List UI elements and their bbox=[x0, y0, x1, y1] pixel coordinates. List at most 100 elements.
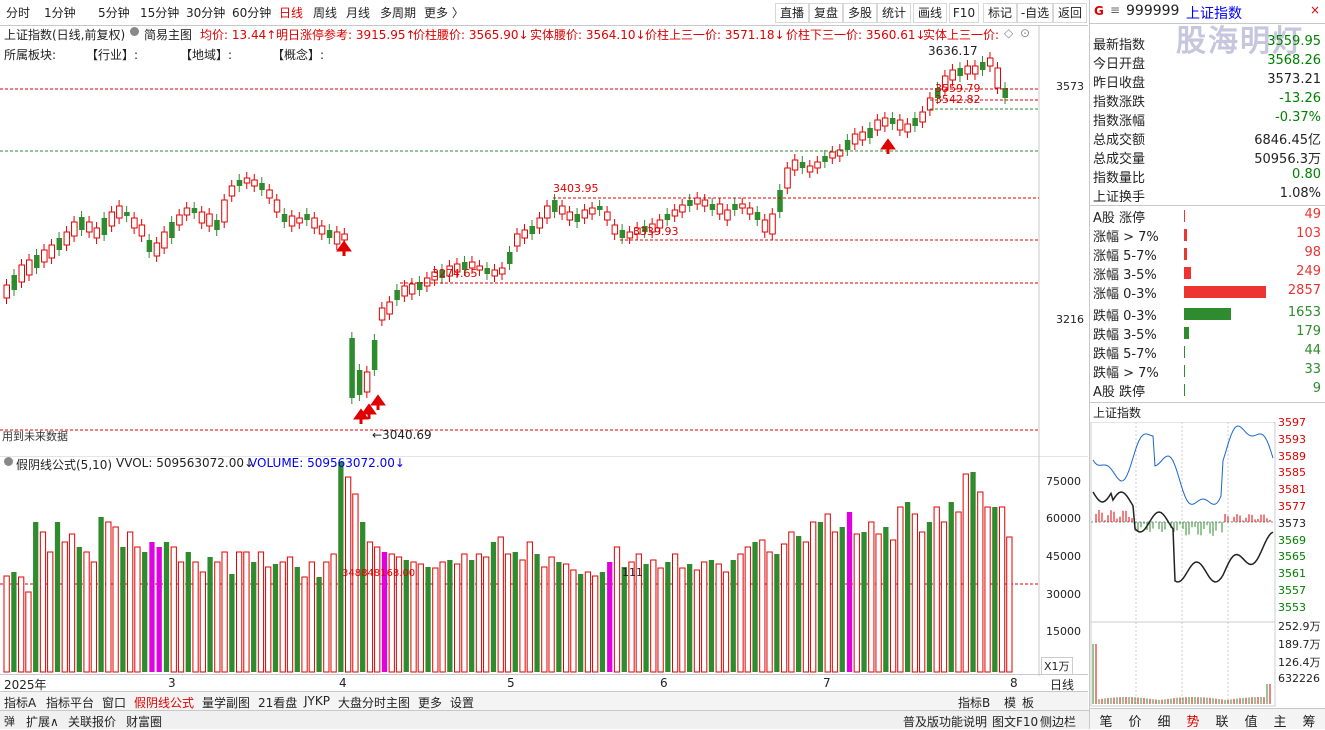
breadth-label: 涨幅 5-7% bbox=[1093, 249, 1157, 264]
volume-bar bbox=[366, 541, 374, 673]
diamond-icon[interactable]: ◇ bbox=[1004, 26, 1014, 40]
volume-bar bbox=[846, 512, 853, 672]
tab-link[interactable]: 联 bbox=[1215, 715, 1229, 730]
candle-body bbox=[86, 221, 93, 233]
volume-bar bbox=[120, 547, 126, 672]
tab-indicator-a[interactable]: 指标A bbox=[4, 696, 37, 710]
tab-more[interactable]: 更多 bbox=[418, 696, 443, 710]
period-tab-active[interactable]: 日线 bbox=[279, 6, 304, 20]
footer-related-quote[interactable]: 关联报价 bbox=[68, 715, 117, 729]
tab-trend[interactable]: 势 bbox=[1186, 715, 1200, 730]
candle-body bbox=[266, 189, 273, 199]
tab-settings[interactable]: 设置 bbox=[450, 696, 475, 710]
volume-chart[interactable] bbox=[0, 456, 1088, 676]
footer-wealth-circle[interactable]: 财富圈 bbox=[126, 715, 163, 729]
f10-button[interactable]: F10 bbox=[949, 3, 979, 23]
period-tab[interactable]: 30分钟 bbox=[186, 6, 226, 20]
sector-region[interactable]: 【地域】: bbox=[180, 48, 233, 62]
watchlist-button[interactable]: -自选 bbox=[1017, 3, 1053, 23]
mark-button[interactable]: 标记 bbox=[983, 3, 1017, 23]
tab-volume-chart[interactable]: 量学副图 bbox=[202, 696, 251, 710]
period-tab[interactable]: 60分钟 bbox=[232, 6, 272, 20]
footer-sidebar[interactable]: 侧边栏 bbox=[1040, 715, 1077, 729]
quote-tabs: 笔 价 细 势 联 值 主 筹 bbox=[1090, 708, 1325, 730]
draw-line-button[interactable]: 画线 bbox=[913, 3, 947, 23]
tab-board[interactable]: 板 bbox=[1022, 696, 1035, 710]
close-icon[interactable]: × bbox=[1310, 3, 1321, 17]
breadth-value: 249 bbox=[1296, 264, 1321, 279]
tab-chips[interactable]: 筹 bbox=[1302, 715, 1316, 730]
tab-value[interactable]: 值 bbox=[1244, 715, 1258, 730]
candle-body bbox=[784, 167, 791, 189]
tab-ticks[interactable]: 笔 bbox=[1099, 715, 1113, 730]
volume-bar bbox=[76, 547, 82, 672]
tab-indicator-b[interactable]: 指标B bbox=[958, 696, 991, 710]
period-tab[interactable]: 15分钟 bbox=[140, 6, 180, 20]
replay-button[interactable]: 复盘 bbox=[809, 3, 843, 23]
tab-fake-yin-formula[interactable]: 假阴线公式 bbox=[134, 696, 195, 710]
tab-jykp[interactable]: JYKP bbox=[304, 694, 330, 708]
footer-bar: 弹 扩展∧ 关联报价 财富圈 普及版功能说明 图文F10 侧边栏 bbox=[0, 710, 1325, 729]
stock-code: 999999 bbox=[1126, 3, 1180, 19]
footer-feature-desc[interactable]: 普及版功能说明 bbox=[903, 715, 988, 729]
period-tab[interactable]: 1分钟 bbox=[44, 6, 76, 20]
tab-market-intraday[interactable]: 大盘分时主图 bbox=[338, 696, 411, 710]
settings-icon[interactable] bbox=[130, 27, 139, 36]
volume-bar bbox=[824, 513, 831, 673]
period-tab[interactable]: 分时 bbox=[6, 6, 31, 20]
stat-label: 今日开盘 bbox=[1093, 57, 1146, 72]
date-axis: 2025年 3 4 5 6 7 8 日线 bbox=[0, 674, 1088, 692]
tab-template[interactable]: 模 bbox=[1004, 696, 1017, 710]
period-tab[interactable]: 多周期 bbox=[380, 6, 417, 20]
footer-pop[interactable]: 弹 bbox=[4, 715, 15, 728]
chart-title: 上证指数(日线,前复权) bbox=[4, 28, 126, 42]
candlestick-chart[interactable] bbox=[0, 26, 1088, 456]
breadth-bar bbox=[1184, 286, 1266, 298]
candle-body bbox=[529, 226, 536, 234]
volume-bar bbox=[883, 527, 889, 672]
tab-21-watch[interactable]: 21看盘 bbox=[258, 696, 298, 710]
candle-body bbox=[806, 165, 814, 173]
candle-body bbox=[273, 199, 281, 213]
tab-main[interactable]: 主 bbox=[1273, 715, 1287, 730]
back-button[interactable]: 返回 bbox=[1053, 3, 1087, 23]
tab-price[interactable]: 价 bbox=[1128, 715, 1142, 730]
volume-bar bbox=[635, 553, 642, 673]
live-button[interactable]: 直播 bbox=[775, 3, 809, 23]
intraday-mini-chart[interactable] bbox=[1090, 422, 1325, 708]
volume-bar bbox=[875, 533, 882, 673]
tab-detail[interactable]: 细 bbox=[1157, 715, 1171, 730]
g-icon[interactable]: G bbox=[1094, 4, 1104, 18]
candle-body bbox=[138, 224, 146, 237]
volume-bar bbox=[613, 546, 621, 673]
candle-body bbox=[236, 180, 243, 186]
volume-bar bbox=[919, 531, 926, 673]
main-chart-label[interactable]: 简易主图 bbox=[144, 28, 193, 42]
period-tab[interactable]: 月线 bbox=[346, 6, 371, 20]
breadth-bar bbox=[1184, 267, 1192, 279]
footer-f10[interactable]: 图文F10 bbox=[992, 715, 1039, 729]
footer-expand[interactable]: 扩展∧ bbox=[26, 715, 59, 729]
volume-bar bbox=[18, 576, 25, 673]
menu-icon[interactable]: ≡ bbox=[1110, 3, 1121, 17]
period-tab[interactable]: 更多 〉 bbox=[424, 6, 464, 20]
candle-body bbox=[304, 214, 310, 220]
sector-industry[interactable]: 【行业】: bbox=[86, 48, 139, 62]
price-axis-label: 3216 bbox=[1056, 313, 1084, 326]
period-tab[interactable]: 周线 bbox=[313, 6, 338, 20]
candle-body bbox=[198, 211, 206, 224]
breadth-value: 33 bbox=[1304, 362, 1321, 377]
settings-icon[interactable] bbox=[4, 457, 13, 466]
tab-window[interactable]: 窗口 bbox=[102, 696, 127, 710]
quote-header: G ≡ 999999 上证指数 × bbox=[1090, 0, 1325, 24]
tab-indicator-platform[interactable]: 指标平台 bbox=[46, 696, 95, 710]
collapse-icon[interactable]: ⊙ bbox=[1020, 26, 1031, 40]
period-tab[interactable]: 5分钟 bbox=[98, 6, 130, 20]
multi-stock-button[interactable]: 多股 bbox=[843, 3, 877, 23]
candle-body bbox=[544, 205, 551, 219]
sector-concept[interactable]: 【概念】: bbox=[272, 48, 325, 62]
level-label: 3542.82 bbox=[935, 93, 981, 106]
volume-bar bbox=[338, 462, 344, 672]
stats-button[interactable]: 统计 bbox=[877, 3, 911, 23]
candle-body bbox=[986, 57, 994, 67]
